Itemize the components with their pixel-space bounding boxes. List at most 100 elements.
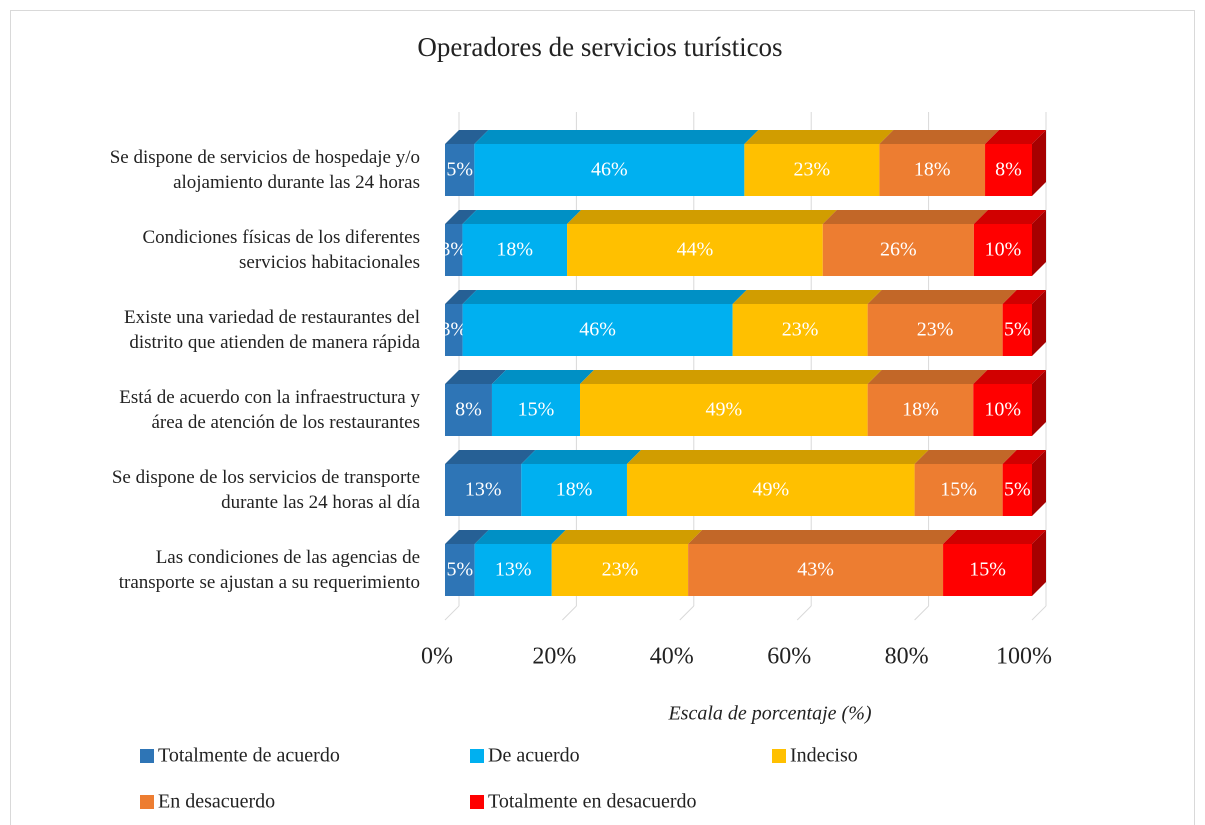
- bar: [626, 464, 915, 516]
- bar: [445, 464, 522, 516]
- data-label: 10%: [984, 399, 1021, 421]
- legend-label: En desacuerdo: [158, 791, 275, 813]
- bar-top: [491, 370, 595, 384]
- data-label: 18%: [914, 159, 951, 181]
- bar: [1002, 464, 1032, 516]
- x-tick-label: 40%: [650, 644, 694, 670]
- legend-label: Indeciso: [790, 745, 858, 767]
- bar-top: [985, 130, 1046, 144]
- bar: [867, 304, 1003, 356]
- bar-top: [445, 450, 536, 464]
- bar-side: [1032, 130, 1046, 196]
- bar-top: [822, 210, 988, 224]
- data-label: 49%: [705, 399, 742, 421]
- bar-top: [445, 290, 477, 304]
- data-label: 18%: [556, 479, 593, 501]
- bar: [973, 384, 1032, 436]
- legend-swatch: [470, 749, 484, 763]
- bar: [973, 224, 1032, 276]
- bar-top: [551, 530, 703, 544]
- data-label: 18%: [902, 399, 939, 421]
- data-label: 13%: [465, 479, 502, 501]
- x-tick-label: 60%: [767, 644, 811, 670]
- bar-top: [445, 530, 489, 544]
- legend-swatch: [140, 749, 154, 763]
- data-label: 3%: [440, 319, 467, 341]
- x-tick-label: 80%: [885, 644, 929, 670]
- data-label: 26%: [880, 239, 917, 261]
- bar: [567, 224, 823, 276]
- data-label: 5%: [1004, 319, 1031, 341]
- bar-top: [580, 370, 882, 384]
- bar: [445, 544, 475, 596]
- data-label: 15%: [518, 399, 555, 421]
- data-label: 23%: [794, 159, 831, 181]
- bar-top: [867, 290, 1017, 304]
- data-label: 23%: [917, 319, 954, 341]
- bar-top: [879, 130, 1000, 144]
- bar-top: [445, 210, 477, 224]
- data-label: 15%: [940, 479, 977, 501]
- bar-top: [867, 370, 988, 384]
- bar-top: [626, 450, 929, 464]
- bar: [867, 384, 974, 436]
- data-label: 5%: [1004, 479, 1031, 501]
- data-label: 49%: [752, 479, 789, 501]
- category-label: Condiciones físicas de los diferentes se…: [142, 227, 420, 273]
- data-label: 43%: [797, 559, 834, 581]
- grid-floor-line: [1031, 605, 1047, 621]
- grid-floor-line: [444, 605, 460, 621]
- legend-swatch: [140, 795, 154, 809]
- data-label: 5%: [446, 559, 473, 581]
- bar: [1002, 304, 1032, 356]
- bar-top: [973, 210, 1046, 224]
- bar: [744, 144, 880, 196]
- x-tick-label: 0%: [421, 644, 453, 670]
- bar-top: [462, 290, 747, 304]
- bar: [445, 304, 463, 356]
- bar: [491, 384, 581, 436]
- data-label: 10%: [985, 239, 1022, 261]
- category-label: Está de acuerdo con la infraestructura y…: [119, 387, 420, 433]
- bar: [732, 304, 868, 356]
- data-label: 13%: [495, 559, 532, 581]
- data-label: 5%: [446, 159, 473, 181]
- grid-floor-line: [796, 605, 812, 621]
- bar-top: [744, 130, 894, 144]
- bar-top: [973, 370, 1046, 384]
- bar: [822, 224, 974, 276]
- bar: [445, 144, 475, 196]
- bar: [551, 544, 689, 596]
- x-tick-label: 100%: [996, 644, 1052, 670]
- bar-side: [1032, 210, 1046, 276]
- bar-top: [462, 210, 582, 224]
- category-label: Existe una variedad de restaurantes del …: [124, 307, 420, 353]
- legend-swatch: [772, 749, 786, 763]
- data-label: 8%: [995, 159, 1022, 181]
- data-label: 8%: [455, 399, 482, 421]
- x-axis-title: Escala de porcentaje (%): [667, 703, 871, 725]
- grid-floor-line: [562, 605, 577, 621]
- bar-side: [1032, 290, 1046, 356]
- bar: [688, 544, 944, 596]
- bar: [445, 224, 463, 276]
- grid-floor-line: [679, 605, 695, 621]
- bar-top: [445, 130, 489, 144]
- bar-top: [914, 450, 1017, 464]
- data-label: 46%: [579, 319, 616, 341]
- grid-floor-line: [914, 605, 929, 621]
- bar-top: [943, 530, 1046, 544]
- bar-top: [445, 370, 506, 384]
- category-label: Se dispone de los servicios de transport…: [111, 467, 420, 513]
- data-label: 23%: [602, 559, 639, 581]
- bar-side: [1032, 370, 1046, 436]
- bar: [879, 144, 986, 196]
- bar: [985, 144, 1032, 196]
- bar: [462, 304, 733, 356]
- bar-top: [1002, 450, 1046, 464]
- bar: [580, 384, 868, 436]
- data-label: 44%: [677, 239, 714, 261]
- data-label: 3%: [440, 239, 467, 261]
- bar: [474, 544, 552, 596]
